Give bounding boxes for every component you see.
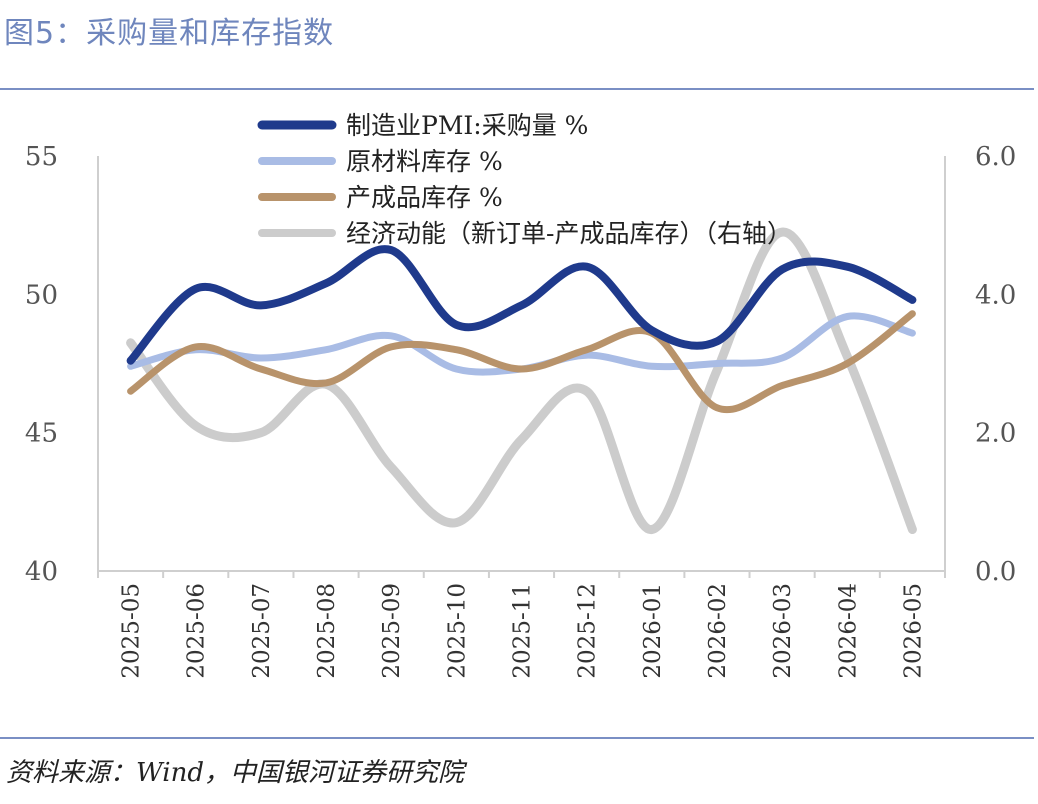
x-tick-label: 2025-10 (444, 583, 470, 679)
bottom-divider (0, 737, 1034, 739)
data-point (910, 298, 914, 302)
x-tick-label: 2025-12 (575, 583, 601, 679)
y-right-tick-label: 0.0 (975, 557, 1016, 587)
data-point (259, 431, 263, 435)
data-point (454, 521, 458, 525)
data-point (324, 348, 328, 352)
data-point (520, 367, 524, 371)
y-right-tick-label: 4.0 (975, 280, 1016, 310)
x-tick-label: 2026-02 (705, 583, 731, 679)
data-point (715, 368, 719, 372)
x-tick-label: 2026-05 (900, 583, 926, 679)
data-point (324, 381, 328, 385)
data-point (650, 528, 654, 532)
data-point (650, 328, 654, 332)
data-point (389, 334, 393, 338)
data-point (845, 265, 849, 269)
x-tick-label: 2025-09 (379, 583, 405, 679)
data-point (780, 267, 784, 271)
data-point (715, 362, 719, 366)
source-note: 资料来源：Wind，中国银河证券研究院 (6, 758, 464, 788)
data-point (520, 303, 524, 307)
legend-entry-raw-material-inventory-label: 原材料库存 % (346, 147, 503, 176)
data-point (454, 367, 458, 371)
data-point (259, 356, 263, 360)
data-point (845, 315, 849, 319)
x-tick-label: 2026-03 (770, 583, 796, 679)
data-point (194, 287, 198, 291)
data-point (194, 424, 198, 428)
data-point (129, 389, 133, 393)
y-left-tick-label: 50 (25, 280, 58, 310)
x-tick-label: 2026-04 (835, 583, 861, 679)
y-left-tick-label: 55 (25, 142, 58, 172)
y-left-tick-label: 40 (25, 557, 58, 587)
x-tick-label: 2025-11 (510, 583, 536, 679)
data-point (585, 348, 589, 352)
data-point (780, 356, 784, 360)
data-point (845, 355, 849, 359)
x-tick-label: 2025-05 (119, 583, 145, 679)
data-point (324, 281, 328, 285)
data-point (454, 348, 458, 352)
data-point (129, 341, 133, 345)
legend-entry-economic-momentum-label: 经济动能（新订单-产成品库存）（右轴） (346, 219, 792, 248)
x-tick-label: 2025-06 (184, 583, 210, 679)
line-chart: 40 45 50 55 0.0 2.0 4.0 6.0 2025-05 2025-06 2025-0… (25, 111, 1016, 679)
data-point (585, 265, 589, 269)
data-point (389, 345, 393, 349)
legend-entry-finished-goods-inventory-label: 产成品库存 % (346, 183, 503, 212)
data-point (194, 345, 198, 349)
y-right-tick-label: 2.0 (975, 419, 1016, 449)
series-line-pmi-purchase (126, 245, 917, 365)
series-line-finished-goods-inventory (127, 310, 916, 414)
data-point (715, 406, 719, 410)
data-point (910, 331, 914, 335)
data-point (520, 438, 524, 442)
data-point (454, 323, 458, 327)
legend-entry-pmi-purchase-label: 制造业PMI:采购量 % (346, 111, 588, 140)
data-point (585, 389, 589, 393)
y-left-tick-label: 45 (25, 419, 58, 449)
data-point (129, 359, 133, 363)
data-point (910, 528, 914, 532)
x-tick-label: 2026-01 (640, 583, 666, 679)
x-tick-label: 2025-07 (249, 583, 275, 679)
x-tick-label: 2025-08 (314, 583, 340, 679)
data-point (389, 248, 393, 252)
data-point (650, 364, 654, 368)
data-point (910, 312, 914, 316)
series-line-economic-momentum (126, 227, 917, 534)
data-point (259, 303, 263, 307)
data-point (389, 465, 393, 469)
data-point (259, 367, 263, 371)
y-right-tick-label: 6.0 (975, 142, 1016, 172)
data-point (845, 362, 849, 366)
data-point (715, 339, 719, 343)
data-point (780, 384, 784, 388)
data-point (129, 364, 133, 368)
top-divider (0, 88, 1034, 90)
data-point (585, 353, 589, 357)
figure-title: 图5：采购量和库存指数 (4, 16, 335, 51)
